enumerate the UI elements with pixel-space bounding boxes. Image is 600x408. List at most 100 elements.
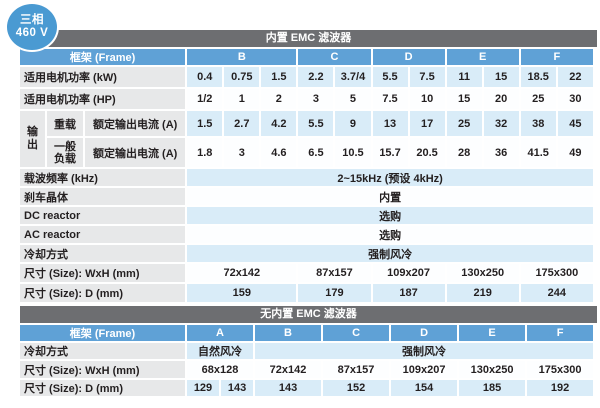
value-cell: 192 xyxy=(527,380,594,396)
size-depth-row: 尺寸 (Size): D (mm) 159 179 187 219 244 xyxy=(20,284,593,302)
voltage-badge: 三相 460 V xyxy=(5,2,59,52)
value-cell: 41.5 xyxy=(520,138,556,167)
value-cell: 30 xyxy=(557,89,593,109)
cooling-method-value: 强制风冷 xyxy=(187,245,593,262)
frame-f-header: F xyxy=(527,325,594,341)
frame-d-header: D xyxy=(391,325,458,341)
value-cell: 32 xyxy=(483,111,519,136)
value-cell: 7.5 xyxy=(372,89,408,109)
carrier-frequency-row: 载波频率 (kHz) 2~15kHz (预设 4kHz) xyxy=(20,169,593,186)
normal-duty-current-row: 一般负载 额定输出电流 (A) 1.8 3 4.6 6.5 10.5 15.7 … xyxy=(20,138,593,167)
output-group-label: 输出 xyxy=(20,111,46,167)
brake-transistor-row: 刹车晶体 内置 xyxy=(20,188,593,205)
value-cell: 244 xyxy=(520,284,593,302)
frame-header-label: 框架 (Frame) xyxy=(20,49,186,65)
cooling-method-row: 冷却方式 自然风冷 强制风冷 xyxy=(20,343,594,359)
frame-header-label: 框架 (Frame) xyxy=(20,325,185,341)
frame-c-header: C xyxy=(323,325,390,341)
value-cell: 5 xyxy=(335,89,371,109)
value-cell: 45 xyxy=(557,111,593,136)
value-cell: 154 xyxy=(391,380,458,396)
value-cell: 109x207 xyxy=(391,361,458,378)
cooling-method-row: 冷却方式 强制风冷 xyxy=(20,245,593,262)
forced-cooling-value: 强制风冷 xyxy=(255,343,594,359)
value-cell: 7.5 xyxy=(409,67,445,87)
value-cell: 49 xyxy=(557,138,593,167)
value-cell: 159 xyxy=(187,284,297,302)
value-cell: 10 xyxy=(409,89,445,109)
value-cell: 87x157 xyxy=(298,264,371,282)
frame-e-header: E xyxy=(446,49,519,65)
value-cell: 2.2 xyxy=(298,67,334,87)
value-cell: 109x207 xyxy=(372,264,445,282)
frame-d-header: D xyxy=(372,49,445,65)
row-label: DC reactor xyxy=(20,207,186,224)
value-cell: 38 xyxy=(520,111,556,136)
value-cell: 143 xyxy=(221,380,254,396)
value-cell: 143 xyxy=(255,380,322,396)
value-cell: 1.5 xyxy=(187,111,223,136)
value-cell: 3 xyxy=(298,89,334,109)
frame-c-header: C xyxy=(298,49,371,65)
value-cell: 5.5 xyxy=(298,111,334,136)
row-label: 适用电机功率 (kW) xyxy=(20,67,186,87)
value-cell: 3.7/4 xyxy=(335,67,371,87)
value-cell: 219 xyxy=(446,284,519,302)
dc-reactor-row: DC reactor 选购 xyxy=(20,207,593,224)
value-cell: 10.5 xyxy=(335,138,371,167)
value-cell: 175x300 xyxy=(527,361,594,378)
carrier-frequency-value: 2~15kHz (预设 4kHz) xyxy=(187,169,593,186)
row-label: 载波频率 (kHz) xyxy=(20,169,186,186)
value-cell: 2.7 xyxy=(224,111,260,136)
value-cell: 130x250 xyxy=(446,264,519,282)
frame-f-header: F xyxy=(520,49,593,65)
natural-cooling-value: 自然风冷 xyxy=(187,343,254,359)
row-label: 冷却方式 xyxy=(20,245,186,262)
badge-voltage-text: 460 V xyxy=(15,27,49,39)
motor-power-hp-row: 适用电机功率 (HP) 1/2 1 2 3 5 7.5 10 15 20 25 … xyxy=(20,89,593,109)
normal-duty-label: 一般负载 xyxy=(47,138,84,167)
frame-header-row: 框架 (Frame) A B C D E F xyxy=(20,325,594,341)
row-label: 尺寸 (Size): WxH (mm) xyxy=(20,264,186,282)
row-label: 刹车晶体 xyxy=(20,188,186,205)
section-title-no-emc: 无内置 EMC 滤波器 xyxy=(20,306,597,323)
frame-b-header: B xyxy=(255,325,322,341)
badge-phase-text: 三相 xyxy=(20,14,44,26)
value-cell: 175x300 xyxy=(520,264,593,282)
brake-transistor-value: 内置 xyxy=(187,188,593,205)
value-cell: 18.5 xyxy=(520,67,556,87)
value-cell: 130x250 xyxy=(459,361,526,378)
value-cell: 15 xyxy=(446,89,482,109)
row-label: 尺寸 (Size): D (mm) xyxy=(20,380,185,396)
value-cell: 25 xyxy=(446,111,482,136)
size-wxh-row: 尺寸 (Size): WxH (mm) 72x142 87x157 109x20… xyxy=(20,264,593,282)
value-cell: 1.5 xyxy=(261,67,297,87)
row-label: 冷却方式 xyxy=(20,343,185,359)
built-in-emc-table: 框架 (Frame) B C D E F 适用电机功率 (kW) 0.4 0.7… xyxy=(18,47,595,304)
row-label: AC reactor xyxy=(20,226,186,243)
row-label: 适用电机功率 (HP) xyxy=(20,89,186,109)
value-cell: 2 xyxy=(261,89,297,109)
size-depth-row: 尺寸 (Size): D (mm) 129 143 143 152 154 18… xyxy=(20,380,594,396)
value-cell: 152 xyxy=(323,380,390,396)
value-cell: 13 xyxy=(372,111,408,136)
value-cell: 3 xyxy=(224,138,260,167)
value-cell: 17 xyxy=(409,111,445,136)
value-cell: 179 xyxy=(298,284,371,302)
value-cell: 72x142 xyxy=(187,264,297,282)
value-cell: 1.8 xyxy=(187,138,223,167)
rated-current-label: 额定输出电流 (A) xyxy=(85,138,186,167)
value-cell: 28 xyxy=(446,138,482,167)
value-cell: 87x157 xyxy=(323,361,390,378)
value-cell: 15 xyxy=(483,67,519,87)
value-cell: 20 xyxy=(483,89,519,109)
value-cell: 72x142 xyxy=(255,361,322,378)
frame-e-header: E xyxy=(459,325,526,341)
value-cell: 68x128 xyxy=(187,361,254,378)
section-title-built-in-emc: 内置 EMC 滤波器 xyxy=(20,30,597,47)
value-cell: 15.7 xyxy=(372,138,408,167)
value-cell: 129 xyxy=(187,380,219,396)
rated-current-label: 额定输出电流 (A) xyxy=(85,111,186,136)
value-cell: 1 xyxy=(224,89,260,109)
value-cell: 22 xyxy=(557,67,593,87)
